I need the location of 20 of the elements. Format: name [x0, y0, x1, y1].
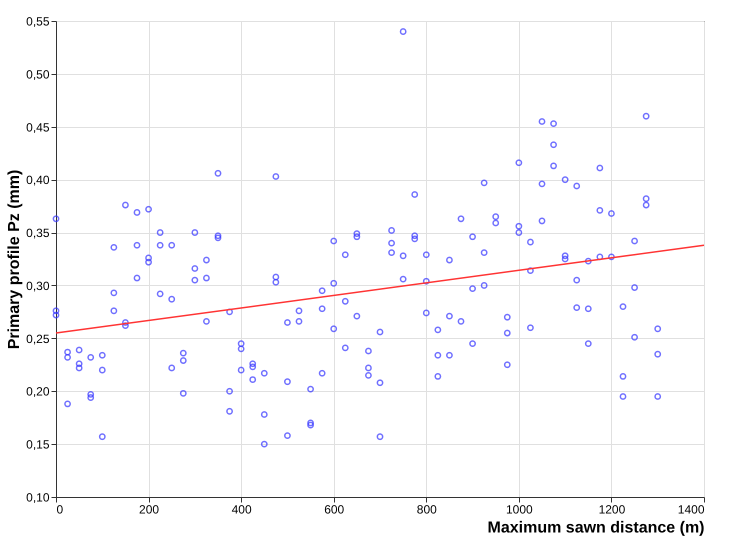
y-tick-label: 0,30	[26, 278, 50, 293]
y-tick-label: 0,20	[26, 384, 50, 399]
x-tick-label: 1400	[678, 502, 705, 516]
x-tick-label: 400	[232, 502, 252, 516]
y-tick-label: 0,40	[26, 173, 50, 188]
x-tick-label: 1200	[598, 502, 626, 516]
x-tick-label: 0	[56, 502, 64, 516]
x-tick-label: 600	[324, 502, 345, 516]
y-tick-label: 0,45	[26, 120, 50, 134]
y-tick-label: 0,55	[26, 14, 50, 28]
y-tick-label: 0,15	[26, 438, 50, 452]
x-axis-title: Maximum sawn distance (m)	[488, 520, 704, 536]
y-axis-title: Primary profile Pz (mm)	[6, 170, 24, 350]
y-tick-label: 0,10	[26, 490, 50, 504]
y-tick-label: 0,35	[26, 226, 50, 240]
x-tick-label: 200	[139, 502, 160, 516]
y-tick-label: 0,50	[26, 67, 50, 82]
y-tick-label: 0,25	[26, 332, 50, 346]
x-tick-label: 1000	[506, 502, 534, 516]
x-tick-label: 800	[416, 502, 438, 516]
